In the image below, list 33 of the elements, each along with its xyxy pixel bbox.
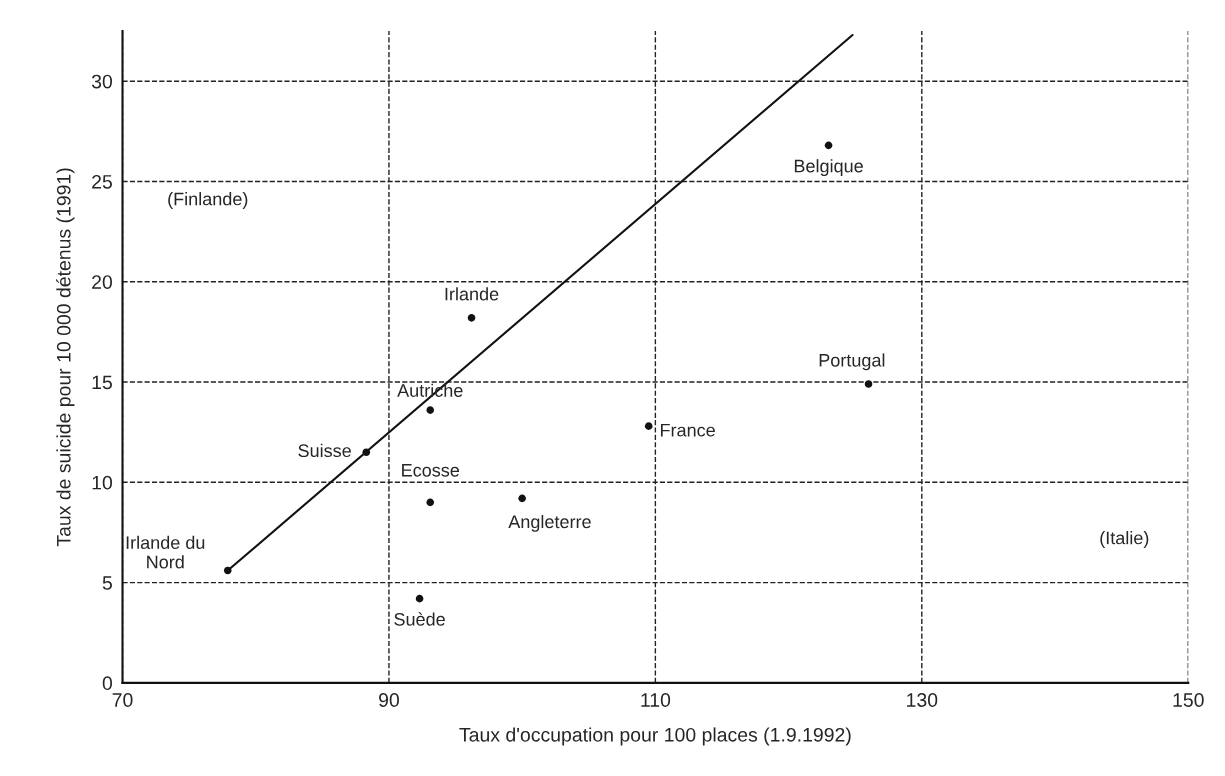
annotation: Belgique: [794, 159, 863, 176]
point: [426, 406, 435, 414]
y-tick-label: 0: [102, 676, 113, 691]
annotation: France: [660, 423, 715, 437]
x-tick-label: 70: [112, 693, 133, 707]
point: [864, 380, 873, 388]
annotation: (Italie): [1100, 531, 1149, 548]
x-axis-title: Taux d'occupation pour 100 places (1.9.1992): [459, 727, 851, 746]
y-tick-label: 15: [92, 375, 112, 390]
x-tick-label: 90: [379, 693, 399, 707]
x-tick-label: 150: [1173, 693, 1204, 707]
y-tick-label: 30: [91, 74, 113, 89]
x-tick-label: 130: [907, 693, 938, 707]
annotation: Portugal: [819, 353, 885, 371]
annotation: Ecosse: [402, 464, 460, 477]
y-tick-label: 20: [92, 275, 113, 289]
y-tick-label: 5: [102, 576, 112, 590]
annotation: (Finlande): [168, 192, 248, 209]
annotation: Angleterre: [508, 514, 591, 532]
y-tick-label: 25: [92, 174, 112, 189]
y-axis-title: Taux de suicide pour 10 000 détenus (1991): [56, 168, 75, 547]
annotation: Suisse: [298, 443, 351, 458]
point: [824, 141, 833, 150]
annotation: Suède: [394, 612, 445, 626]
point: [518, 494, 526, 503]
point: [467, 314, 476, 322]
x-tick-label: 110: [641, 693, 671, 707]
point: [644, 422, 653, 430]
point: [415, 594, 424, 603]
annotation: Irlande du Nord: [126, 535, 205, 569]
annotation: Irlande: [445, 287, 499, 301]
point: [426, 498, 435, 507]
y-tick-label: 10: [92, 475, 113, 490]
